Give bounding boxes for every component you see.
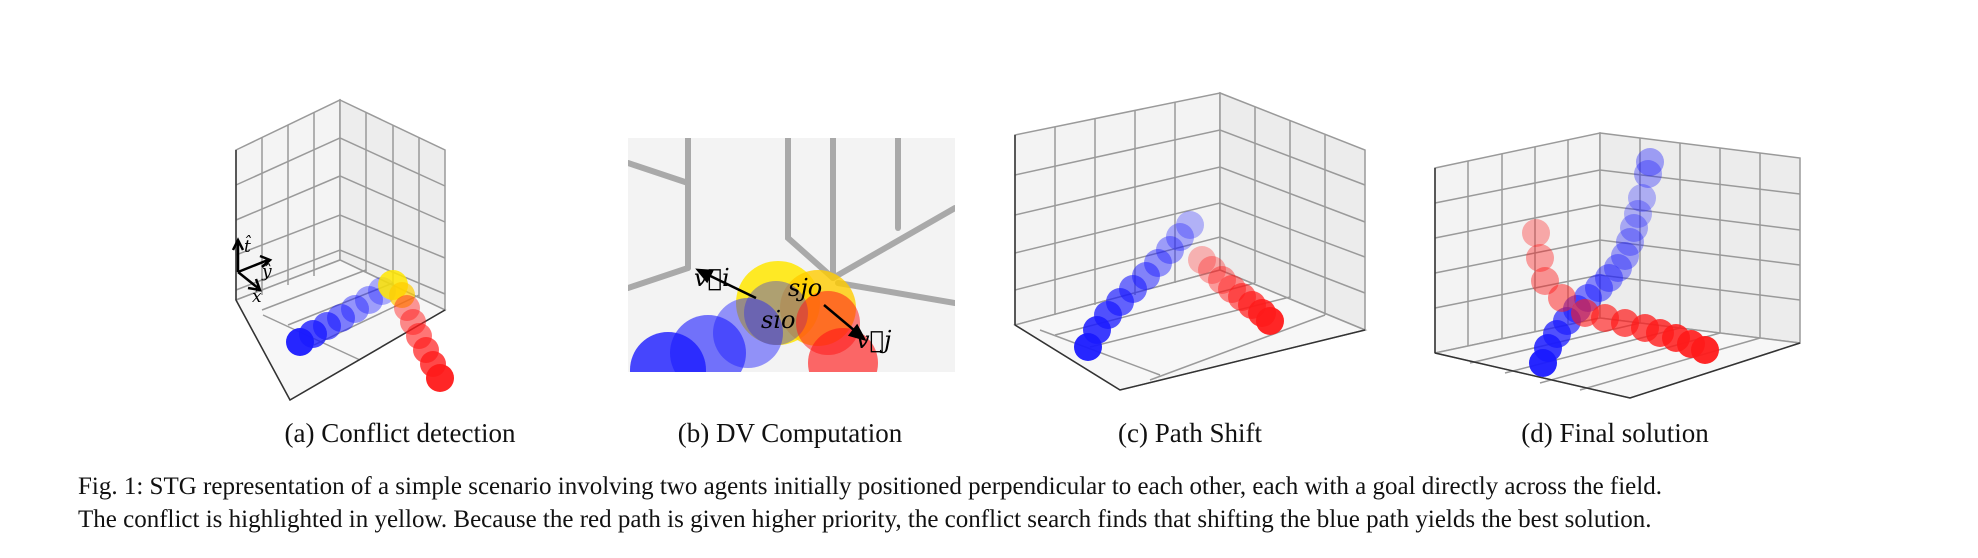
axes-box (234, 98, 447, 402)
subcaption-d: (d) Final solution (1521, 418, 1709, 448)
vi-label: v⃗i (694, 264, 730, 292)
figure-caption: Fig. 1: STG representation of a simple s… (78, 470, 1958, 536)
red-path (1522, 219, 1719, 364)
red-path (394, 295, 454, 392)
panel-a-conflict-detection: t̂ ŷ x̂ (200, 80, 600, 420)
panel-c-path-shift (1000, 85, 1400, 420)
vj-label: v⃗j (856, 326, 892, 354)
caption-line-1: Fig. 1: STG representation of a simple s… (78, 473, 1662, 500)
dv-arrows (695, 268, 867, 342)
sio-label: sio (761, 306, 795, 334)
conflict-highlight (378, 270, 415, 308)
t-axis-label: t̂ (244, 235, 251, 257)
panel-b-dv-computation: v⃗i sjo sio v⃗j (628, 138, 955, 372)
axis-triad (231, 237, 273, 292)
red-path (796, 291, 878, 372)
subcaption-b: (b) DV Computation (677, 418, 903, 448)
blue-path (286, 277, 396, 356)
sjo-label: sjo (788, 274, 822, 302)
panel-d-plot (1434, 132, 1801, 399)
zoomed-grid (628, 138, 955, 306)
panel-d-final-solution (1420, 118, 1830, 418)
caption-line-2: The conflict is highlighted in yellow. B… (78, 506, 1652, 533)
panel-c-plot (1013, 91, 1368, 391)
red-path (1188, 246, 1284, 335)
subcaption-c: (c) Path Shift (1118, 418, 1262, 448)
subcaption-a: (a) Conflict detection (284, 418, 516, 448)
panel-b-plot: v⃗i sjo sio v⃗j (628, 138, 955, 372)
blue-path (630, 281, 808, 372)
x-axis-label: x̂ (252, 287, 262, 307)
axes-box (1013, 91, 1368, 391)
panel-a-plot: t̂ ŷ x̂ (231, 98, 454, 402)
blue-path (1074, 211, 1204, 361)
y-axis-label: ŷ (261, 262, 272, 282)
